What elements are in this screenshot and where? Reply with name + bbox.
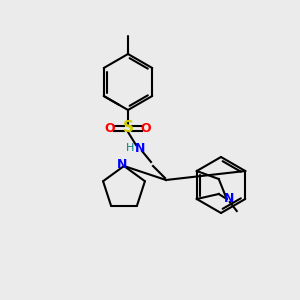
Text: S: S (122, 121, 134, 136)
Text: O: O (105, 122, 115, 134)
Text: N: N (117, 158, 127, 170)
Text: N: N (135, 142, 145, 154)
Text: N: N (224, 193, 234, 206)
Text: O: O (141, 122, 151, 134)
Text: H: H (126, 143, 134, 153)
